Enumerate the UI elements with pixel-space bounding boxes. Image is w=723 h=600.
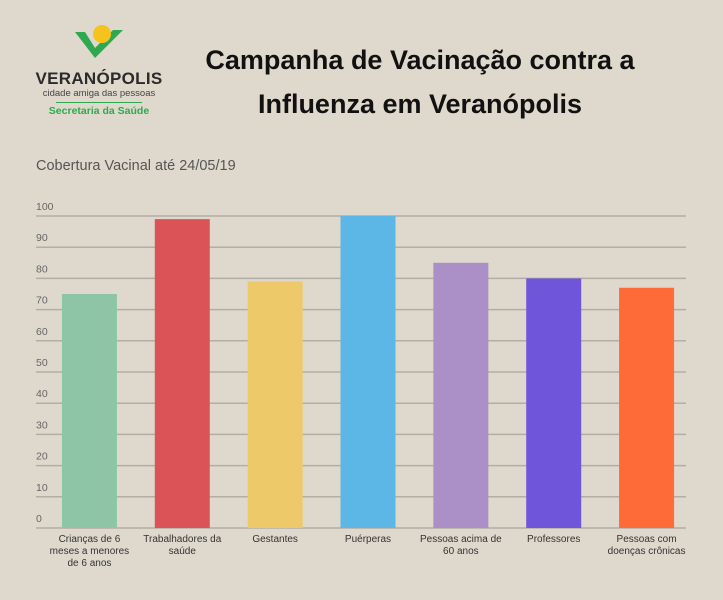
chart-subtitle: Cobertura Vacinal até 24/05/19 xyxy=(36,158,236,174)
y-tick-label: 90 xyxy=(36,232,48,244)
x-tick-label: doenças crônicas xyxy=(608,546,686,557)
bar xyxy=(619,287,675,528)
x-tick-label: meses a menores xyxy=(50,546,129,557)
y-tick-label: 20 xyxy=(36,451,48,463)
page-title: Campanha de Vacinação contra a Influenza… xyxy=(170,38,670,126)
logo: VERANÓPOLIS cidade amiga das pessoas Sec… xyxy=(34,22,164,117)
y-tick-label: 80 xyxy=(36,263,48,275)
y-tick-label: 30 xyxy=(36,419,48,431)
y-tick-label: 70 xyxy=(36,295,48,307)
x-tick-label: Pessoas com xyxy=(617,534,677,545)
x-tick-label: Puérperas xyxy=(345,534,391,545)
logo-department: Secretaria da Saúde xyxy=(48,105,150,117)
title-line-2: Influenza em Veranópolis xyxy=(257,89,583,119)
title-line-1: Campanha de Vacinação contra a xyxy=(205,45,635,75)
bar xyxy=(154,219,210,528)
x-tick-label: Professores xyxy=(527,534,580,545)
bar xyxy=(433,262,489,528)
x-tick-label: Gestantes xyxy=(252,534,298,545)
y-tick-label: 100 xyxy=(36,201,54,213)
y-tick-label: 40 xyxy=(36,388,48,400)
logo-divider xyxy=(56,102,142,103)
y-tick-label: 50 xyxy=(36,357,48,369)
bar xyxy=(340,216,396,528)
x-tick-label: de 6 anos xyxy=(67,558,111,569)
x-tick-label: Crianças de 6 xyxy=(59,534,121,545)
bar xyxy=(526,278,582,528)
bar xyxy=(61,294,117,528)
logo-mark-icon xyxy=(75,25,123,58)
x-tick-label: Trabalhadores da xyxy=(143,534,221,545)
y-tick-label: 10 xyxy=(36,482,48,494)
y-tick-label: 60 xyxy=(36,326,48,338)
logo-tagline: cidade amiga das pessoas xyxy=(42,88,156,99)
x-tick-label: 60 anos xyxy=(443,546,479,557)
bar xyxy=(247,281,303,528)
x-tick-label: saúde xyxy=(169,546,197,557)
y-tick-label: 0 xyxy=(36,513,42,525)
x-tick-label: Pessoas acima de xyxy=(420,534,502,545)
logo-name: VERANÓPOLIS xyxy=(35,69,163,88)
